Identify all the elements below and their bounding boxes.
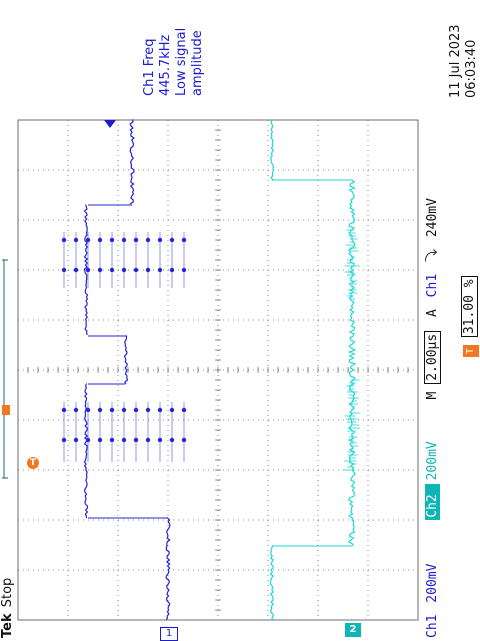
measurement-line-4: amplitude [190, 28, 206, 96]
ch1-scale[interactable]: 200mV [425, 564, 440, 603]
trigger-position-badge: T [463, 345, 479, 357]
ch1-ground-marker[interactable]: 1 [160, 627, 178, 641]
trigger-marker-label: T [30, 458, 36, 468]
status-bar: Ch1 200mV Ch2 200mV M 2.00µs A Ch1 ⤵ 240… [425, 198, 441, 638]
trigger-level[interactable]: 240mV [425, 198, 440, 237]
graticule [18, 120, 418, 620]
trigger-position-readout: T 31.00 % [462, 276, 479, 357]
ch2-ground-marker[interactable]: 2 [345, 623, 361, 637]
time-text: 06:03:40 [464, 24, 480, 98]
ch2-scale[interactable]: 200mV [425, 441, 440, 480]
date-text: 11 Jul 2023 [448, 24, 464, 98]
header-brand: Tek Stop [0, 578, 16, 638]
reference-markers [2, 120, 116, 478]
trigger-source[interactable]: Ch1 [425, 274, 440, 297]
timebase-value[interactable]: 2.00µs [424, 331, 441, 384]
ch1-marker-label: 1 [166, 628, 172, 639]
ch2-label: Ch2 [425, 494, 440, 517]
waveform-traces [62, 120, 360, 620]
measurement-line-3: Low signal [174, 28, 190, 96]
ch1-label[interactable]: Ch1 [425, 615, 440, 638]
timebase-label: M [425, 392, 440, 400]
trigger-position-icon[interactable]: T [27, 457, 39, 469]
measurement-line-2: 445.7kHz [158, 28, 174, 96]
trigger-mode[interactable]: A [425, 309, 440, 317]
trigger-position-value[interactable]: 31.00 % [461, 276, 478, 337]
acquisition-state[interactable]: Stop [0, 578, 15, 608]
ch2-label-box[interactable]: Ch2 [425, 484, 440, 519]
measurement-readout: Ch1 Freq 445.7kHz Low signal amplitude [142, 28, 206, 96]
datetime-readout: 11 Jul 2023 06:03:40 [448, 24, 480, 98]
ch2-marker-label: 2 [350, 624, 357, 635]
brand-label: Tek [0, 613, 15, 638]
measurement-line-1: Ch1 Freq [142, 28, 158, 96]
trigger-slope-icon[interactable]: ⤵ [425, 249, 440, 262]
